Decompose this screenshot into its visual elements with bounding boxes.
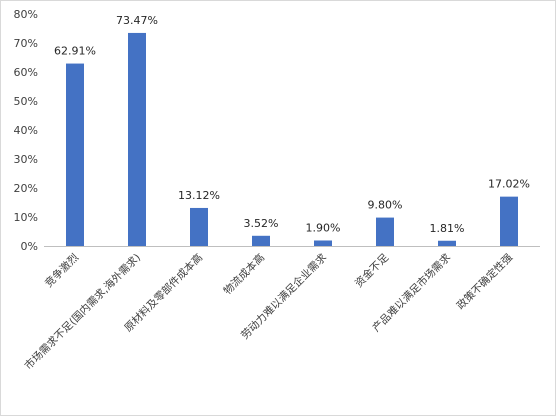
bar: [128, 32, 146, 247]
data-label: 9.80%: [368, 199, 403, 212]
y-tick-label: 30%: [14, 153, 38, 166]
bar: [438, 240, 456, 246]
data-label: 73.47%: [116, 14, 158, 27]
bar: [314, 240, 332, 246]
y-tick-label: 50%: [14, 95, 38, 108]
bar: [500, 196, 518, 246]
data-label: 3.52%: [244, 217, 279, 230]
y-tick-label: 0%: [21, 240, 38, 253]
data-label: 1.81%: [430, 222, 465, 235]
y-tick-label: 60%: [14, 66, 38, 79]
data-label: 62.91%: [54, 45, 96, 58]
category-label: 竞争激烈: [42, 251, 81, 290]
bar: [376, 217, 394, 246]
bar: [190, 207, 208, 246]
data-label: 13.12%: [178, 189, 220, 202]
y-tick-label: 70%: [14, 37, 38, 50]
category-label: 物流成本高: [221, 251, 267, 297]
data-label: 1.90%: [306, 221, 341, 234]
y-tick-label: 20%: [14, 182, 38, 195]
category-label: 政策不确定性强: [454, 251, 516, 313]
bar: [252, 235, 270, 246]
bar: [66, 63, 84, 246]
y-tick-label: 40%: [14, 124, 38, 137]
y-tick-label: 80%: [14, 8, 38, 21]
data-label: 17.02%: [488, 178, 530, 191]
category-label: 资金不足: [352, 251, 391, 290]
y-tick-label: 10%: [14, 211, 38, 224]
category-label: 市场需求不足(国内需求,海外需求): [22, 251, 143, 372]
